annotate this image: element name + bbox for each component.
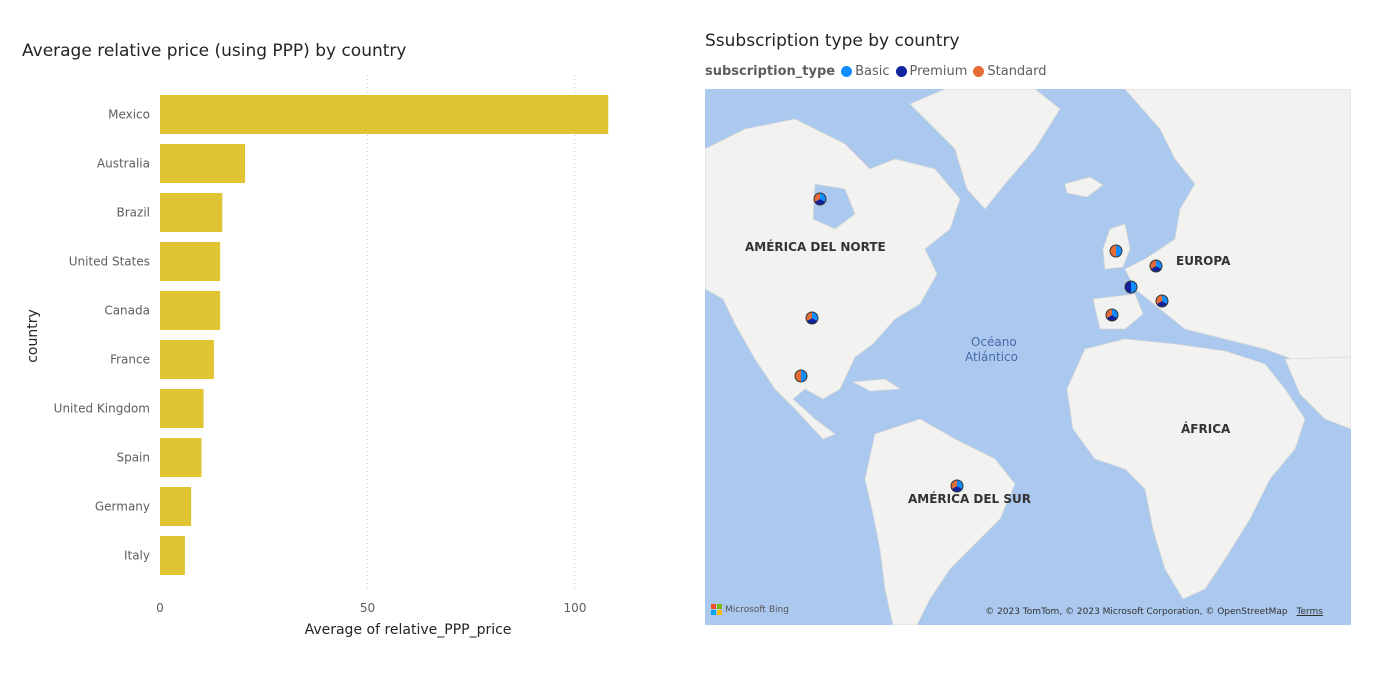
y-tick-label: Germany <box>95 500 150 514</box>
map-svg <box>705 89 1351 625</box>
bar-spain[interactable] <box>160 438 202 477</box>
greenland <box>909 89 1061 210</box>
basic-dot-icon <box>841 66 853 77</box>
y-tick-label: Italy <box>124 549 150 563</box>
south-america-landmass <box>864 418 1016 625</box>
x-tick-label: 50 <box>360 601 375 615</box>
bing-label: Microsoft Bing <box>725 604 789 615</box>
legend-label-basic: Basic <box>855 64 890 79</box>
pie-outline <box>1155 294 1169 308</box>
map-legend: subscription_type Basic Premium Standard <box>705 64 1053 79</box>
iberia <box>1092 293 1144 330</box>
y-tick-label: Spain <box>116 451 150 465</box>
pie-slice <box>795 370 801 382</box>
y-tick-label: France <box>110 353 150 367</box>
pie-outline <box>813 192 827 206</box>
y-tick-label: Canada <box>104 304 150 318</box>
pie-marker-brazil[interactable] <box>950 479 964 493</box>
legend-label-standard: Standard <box>987 64 1047 79</box>
bar-chart: 0 50 100 Mexico Australia Brazil United States… <box>25 75 609 638</box>
y-tick-label: United Kingdom <box>54 402 150 416</box>
legend-item-standard[interactable]: Standard <box>973 64 1047 79</box>
bar-chart-title: Average relative price (using PPP) by co… <box>22 41 407 61</box>
pie-marker-canada[interactable] <box>813 192 827 206</box>
africa-landmass <box>1066 338 1306 600</box>
y-tick-label: Australia <box>97 157 150 171</box>
label-europe: EUROPA <box>1176 254 1231 268</box>
x-tick-label: 0 <box>156 601 164 615</box>
x-axis-label: Average of relative_PPP_price <box>305 622 512 638</box>
marker-layer <box>794 192 1169 493</box>
y-axis-label: country <box>25 309 41 363</box>
bar-united-states[interactable] <box>160 242 221 281</box>
pie-marker-united-kingdom[interactable] <box>1109 244 1123 258</box>
y-tick-label: Brazil <box>117 206 151 220</box>
pie-marker-mexico[interactable] <box>794 369 808 383</box>
bar-brazil[interactable] <box>160 193 223 232</box>
x-tick-label: 100 <box>564 601 587 615</box>
pie-slice <box>1125 281 1131 293</box>
bing-logo: Microsoft Bing <box>711 604 789 615</box>
iceland <box>1064 176 1104 198</box>
pie-outline <box>950 479 964 493</box>
bar-mexico[interactable] <box>160 95 609 134</box>
bar-united-kingdom[interactable] <box>160 389 204 428</box>
y-tick-label: Mexico <box>108 108 150 122</box>
map-attribution: © 2023 TomTom, © 2023 Microsoft Corporat… <box>985 607 1323 617</box>
label-north-america: AMÉRICA DEL NORTE <box>745 240 886 254</box>
bar-italy[interactable] <box>160 536 185 575</box>
pie-slice <box>814 199 826 205</box>
legend-label-premium: Premium <box>909 64 968 79</box>
standard-dot-icon <box>973 66 985 77</box>
y-tick-label: United States <box>69 255 150 269</box>
pie-slice <box>1131 281 1137 293</box>
pie-outline <box>1124 280 1138 294</box>
attribution-text: © 2023 TomTom, © 2023 Microsoft Corporat… <box>985 607 1288 617</box>
pie-marker-united-states[interactable] <box>805 311 819 325</box>
legend-item-basic[interactable]: Basic <box>841 64 890 79</box>
pie-marker-spain[interactable] <box>1105 308 1119 322</box>
label-ocean-2: Atlántico <box>965 350 1018 364</box>
pie-slice <box>806 318 818 324</box>
label-africa: ÁFRICA <box>1181 422 1231 436</box>
cuba <box>851 378 902 392</box>
pie-outline <box>805 311 819 325</box>
bar-australia[interactable] <box>160 144 246 183</box>
map-canvas[interactable]: AMÉRICA DEL NORTE EUROPA Océano Atlántic… <box>705 89 1351 625</box>
label-south-america: AMÉRICA DEL SUR <box>908 492 1032 506</box>
north-america-landmass <box>705 118 961 440</box>
pie-outline <box>1149 259 1163 273</box>
pie-slice <box>1116 245 1122 257</box>
bar-canada[interactable] <box>160 291 221 330</box>
bar-germany[interactable] <box>160 487 192 526</box>
pie-slice <box>951 486 963 493</box>
terms-link[interactable]: Terms <box>1296 607 1323 617</box>
pie-slice <box>1110 245 1116 257</box>
pie-outline <box>1105 308 1119 322</box>
pie-marker-france[interactable] <box>1124 280 1138 294</box>
legend-title: subscription_type <box>705 64 836 79</box>
pie-marker-italy[interactable] <box>1155 294 1169 308</box>
microsoft-logo-icon <box>711 604 722 615</box>
pie-outline <box>1109 244 1123 258</box>
pie-slice <box>801 370 807 382</box>
premium-dot-icon <box>895 66 907 77</box>
bar-france[interactable] <box>160 340 214 379</box>
map-title: Ssubscription type by country <box>705 31 960 51</box>
arabia <box>1284 356 1351 430</box>
pie-marker-germany[interactable] <box>1149 259 1163 273</box>
legend-item-premium[interactable]: Premium <box>895 64 968 79</box>
label-ocean-1: Océano <box>971 335 1017 349</box>
pie-outline <box>794 369 808 383</box>
